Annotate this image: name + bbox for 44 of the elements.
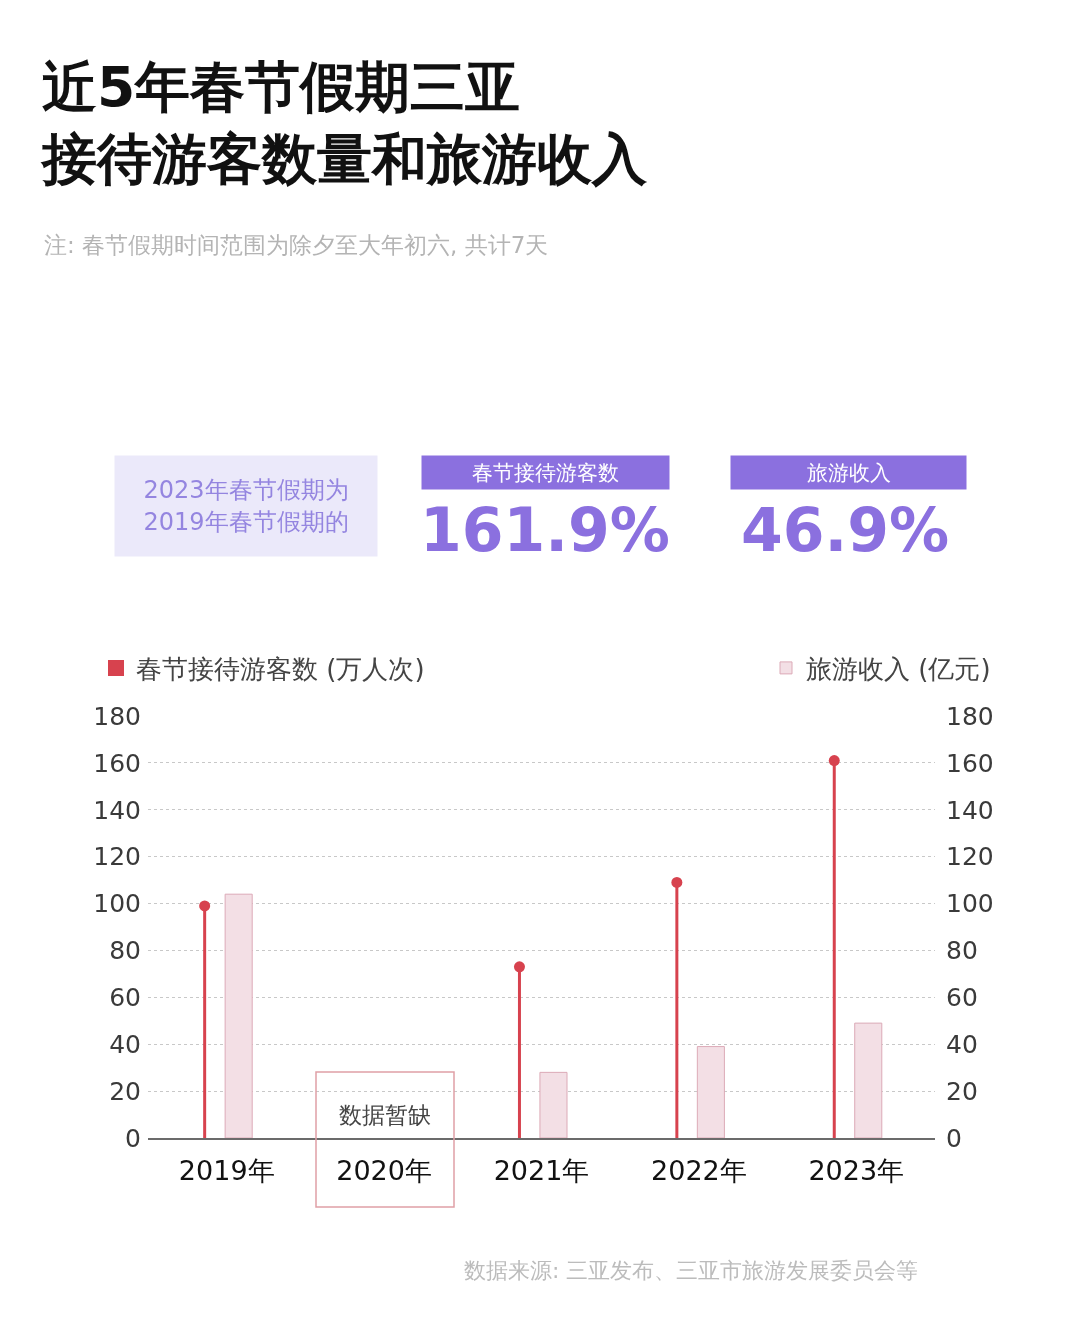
y2-tick-label: 120 xyxy=(946,842,994,872)
text: 2023年春节假期为 2019年春节假期的 xyxy=(143,476,349,536)
y2-tick-label: 80 xyxy=(946,936,978,966)
y-tick-label: 80 xyxy=(109,936,141,966)
text: 161.9% xyxy=(420,495,670,565)
y-tick-label: 180 xyxy=(93,701,141,731)
text: 旅游收入 xyxy=(806,460,891,485)
x-tick-label: 2022年 xyxy=(651,1155,747,1187)
point xyxy=(671,876,683,888)
y2-tick-label: 40 xyxy=(946,1029,978,1059)
y-tick-label: 140 xyxy=(93,795,141,825)
legend-label: 旅游收入 (亿元) xyxy=(806,654,991,685)
y2-tick-label: 60 xyxy=(946,983,978,1013)
y2-tick-label: 180 xyxy=(946,701,994,731)
x-tick-label: 2020年 xyxy=(336,1155,432,1187)
y2-tick-label: 20 xyxy=(946,1076,978,1106)
y2-tick-label: 0 xyxy=(946,1123,962,1153)
y-tick-label: 100 xyxy=(93,889,141,919)
point xyxy=(513,961,525,973)
bar xyxy=(854,1022,883,1138)
text: 春节接待游客数 xyxy=(472,460,619,485)
bar xyxy=(539,1071,568,1138)
point xyxy=(199,900,211,912)
y-tick-label: 40 xyxy=(109,1029,141,1059)
y-tick-label: 160 xyxy=(93,748,141,778)
bar xyxy=(696,1046,725,1138)
y-tick-label: 20 xyxy=(109,1076,141,1106)
y2-tick-label: 140 xyxy=(946,795,994,825)
y-tick-label: 60 xyxy=(109,983,141,1013)
bar xyxy=(224,893,253,1138)
annotation: 数据暂缺 xyxy=(339,1102,431,1128)
y-tick-label: 120 xyxy=(93,842,141,872)
chart-title: 近5年春节假期三亚接待游客数量和旅游收入 xyxy=(40,55,648,191)
y2-tick-label: 100 xyxy=(946,889,994,919)
x-tick-label: 2019年 xyxy=(178,1155,275,1187)
text: 46.9% xyxy=(741,495,950,565)
y-tick-label: 0 xyxy=(125,1123,141,1153)
legend-label: 春节接待游客数 (万人次) xyxy=(136,654,425,685)
source-note: 数据来源: 三亚发布、三亚市旅游发展委员会等 xyxy=(464,1258,919,1283)
x-tick-label: 2023年 xyxy=(808,1155,905,1187)
point xyxy=(828,755,840,767)
x-tick-label: 2021年 xyxy=(493,1155,590,1187)
y2-tick-label: 160 xyxy=(946,748,994,778)
chart-subtitle: 注: 春节假期时间范围为除夕至大年初六, 共计7天 xyxy=(44,232,549,258)
